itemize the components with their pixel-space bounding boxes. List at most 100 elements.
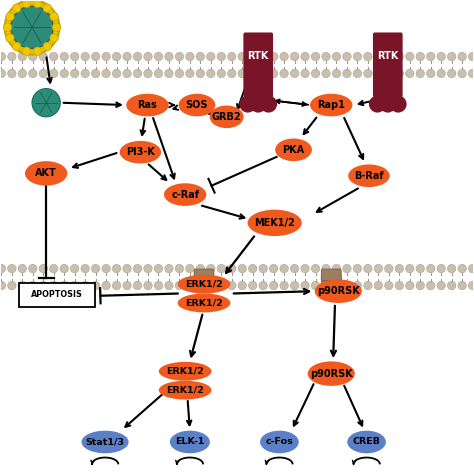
Circle shape xyxy=(468,52,474,61)
Circle shape xyxy=(207,52,215,61)
Circle shape xyxy=(228,69,236,78)
Circle shape xyxy=(50,34,58,42)
Circle shape xyxy=(144,69,152,78)
FancyBboxPatch shape xyxy=(194,275,214,286)
Circle shape xyxy=(280,264,288,273)
Ellipse shape xyxy=(310,94,353,117)
Circle shape xyxy=(0,69,6,78)
Circle shape xyxy=(416,281,425,290)
Circle shape xyxy=(102,281,110,290)
Circle shape xyxy=(447,281,456,290)
Text: RTK: RTK xyxy=(247,51,269,61)
Circle shape xyxy=(458,264,466,273)
Circle shape xyxy=(6,34,14,42)
Circle shape xyxy=(196,69,205,78)
Circle shape xyxy=(374,69,383,78)
Circle shape xyxy=(5,0,59,55)
Circle shape xyxy=(322,52,330,61)
Ellipse shape xyxy=(315,279,362,303)
Circle shape xyxy=(468,264,474,273)
Circle shape xyxy=(207,69,215,78)
Circle shape xyxy=(447,52,456,61)
Text: p90RSK: p90RSK xyxy=(317,286,360,296)
Text: GRB2: GRB2 xyxy=(212,112,241,122)
Circle shape xyxy=(18,69,27,78)
Ellipse shape xyxy=(164,183,206,206)
Ellipse shape xyxy=(170,431,210,453)
Circle shape xyxy=(406,69,414,78)
Circle shape xyxy=(437,69,446,78)
Circle shape xyxy=(217,69,226,78)
Circle shape xyxy=(353,69,362,78)
Circle shape xyxy=(301,52,310,61)
Circle shape xyxy=(39,281,47,290)
Ellipse shape xyxy=(308,361,355,386)
Circle shape xyxy=(259,264,267,273)
Circle shape xyxy=(259,281,267,290)
Circle shape xyxy=(343,264,351,273)
Circle shape xyxy=(437,52,446,61)
Circle shape xyxy=(154,52,163,61)
Ellipse shape xyxy=(119,141,161,164)
Circle shape xyxy=(6,12,14,21)
Circle shape xyxy=(49,264,58,273)
Circle shape xyxy=(248,52,257,61)
Text: ERK1/2: ERK1/2 xyxy=(166,367,204,376)
Circle shape xyxy=(164,52,173,61)
Circle shape xyxy=(259,69,267,78)
Circle shape xyxy=(91,281,100,290)
Ellipse shape xyxy=(275,138,312,161)
Circle shape xyxy=(427,52,435,61)
Circle shape xyxy=(353,52,362,61)
Circle shape xyxy=(175,52,183,61)
Ellipse shape xyxy=(82,431,128,453)
Circle shape xyxy=(311,52,320,61)
Circle shape xyxy=(301,264,310,273)
Circle shape xyxy=(322,69,330,78)
Circle shape xyxy=(175,264,183,273)
Circle shape xyxy=(71,52,79,61)
Circle shape xyxy=(81,52,90,61)
Circle shape xyxy=(164,264,173,273)
Ellipse shape xyxy=(159,381,211,400)
Ellipse shape xyxy=(247,210,302,236)
FancyBboxPatch shape xyxy=(373,33,402,98)
Circle shape xyxy=(50,12,58,21)
Circle shape xyxy=(8,281,16,290)
Circle shape xyxy=(427,281,435,290)
Ellipse shape xyxy=(159,362,211,381)
Circle shape xyxy=(18,264,27,273)
Text: MEK1/2: MEK1/2 xyxy=(255,218,295,228)
Circle shape xyxy=(301,69,310,78)
Circle shape xyxy=(301,281,310,290)
Circle shape xyxy=(144,264,152,273)
Text: B-Raf: B-Raf xyxy=(354,171,384,181)
Circle shape xyxy=(175,281,183,290)
Circle shape xyxy=(395,281,403,290)
Circle shape xyxy=(427,264,435,273)
Circle shape xyxy=(238,52,246,61)
Circle shape xyxy=(8,264,16,273)
Text: Rap1: Rap1 xyxy=(317,100,345,110)
Circle shape xyxy=(343,52,351,61)
Circle shape xyxy=(112,69,121,78)
Circle shape xyxy=(39,52,47,61)
Circle shape xyxy=(49,52,58,61)
Circle shape xyxy=(322,264,330,273)
Circle shape xyxy=(238,69,246,78)
Text: Ras: Ras xyxy=(137,100,157,110)
Circle shape xyxy=(196,52,205,61)
Circle shape xyxy=(186,264,194,273)
Circle shape xyxy=(395,69,403,78)
Circle shape xyxy=(291,69,299,78)
Circle shape xyxy=(374,52,383,61)
Circle shape xyxy=(28,264,37,273)
Circle shape xyxy=(250,96,267,113)
Circle shape xyxy=(217,264,226,273)
Circle shape xyxy=(390,96,407,113)
Circle shape xyxy=(458,281,466,290)
Circle shape xyxy=(248,69,257,78)
Ellipse shape xyxy=(126,94,169,117)
Circle shape xyxy=(238,264,246,273)
Circle shape xyxy=(81,264,90,273)
